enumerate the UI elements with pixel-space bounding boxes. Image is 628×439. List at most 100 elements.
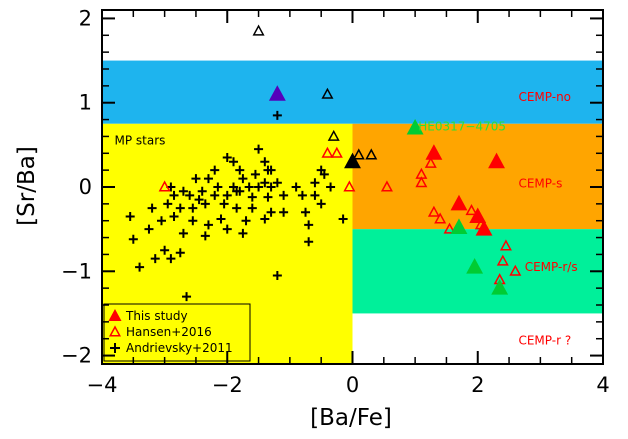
legend-label-hansen-2016: Hansen+2016	[126, 325, 212, 339]
data-point-andrievsky-2011	[232, 186, 242, 196]
data-point-open-triangle-000000	[252, 24, 265, 36]
y-tick-label: −2	[61, 344, 92, 368]
legend-marker-this-study	[108, 308, 122, 321]
data-point-andrievsky-2011	[266, 182, 276, 192]
x-tick-label: 4	[596, 373, 609, 397]
region-label-he0317-4705: HE0317−4705	[418, 119, 506, 133]
data-point-andrievsky-2011	[238, 174, 248, 184]
data-point-andrievsky-2011	[213, 182, 223, 192]
data-point-andrievsky-2011	[188, 203, 198, 213]
data-point-andrievsky-2011	[263, 165, 273, 175]
data-point-andrievsky-2011	[203, 174, 213, 184]
region-label-cemp-r: CEMP-r ?	[518, 333, 571, 347]
axis-ticks: −4 −2 0 2 4 −2 −1 0 1 2	[61, 6, 610, 397]
data-point-andrievsky-2011	[291, 182, 301, 192]
legend-label-andrievsky-2011: Andrievsky+2011	[126, 341, 233, 355]
data-point-andrievsky-2011	[266, 207, 276, 217]
region-layer	[102, 60, 603, 365]
data-point-andrievsky-2011	[175, 248, 185, 258]
data-point-andrievsky-2011	[175, 203, 185, 213]
data-point-andrievsky-2011	[150, 254, 160, 264]
x-axis-title: [Ba/Fe]	[310, 405, 392, 431]
region-mp-stars	[102, 123, 353, 365]
data-point-andrievsky-2011	[200, 199, 210, 209]
data-point-andrievsky-2011	[232, 203, 242, 213]
data-point-andrievsky-2011	[203, 220, 213, 230]
data-point-andrievsky-2011	[222, 224, 232, 234]
legend: This study Hansen+2016 Andrievsky+2011	[103, 303, 251, 362]
data-point-andrievsky-2011	[222, 153, 232, 162]
data-point-hansen-2016	[434, 212, 447, 224]
data-point-andrievsky-2011	[169, 190, 179, 200]
data-point-andrievsky-2011	[326, 182, 336, 192]
x-tick-label: 0	[346, 373, 359, 397]
data-point-andrievsky-2011	[250, 169, 260, 179]
data-point-andrievsky-2011	[163, 199, 173, 209]
data-point-hansen-2016	[443, 222, 456, 234]
data-point-andrievsky-2011	[216, 214, 226, 224]
data-point-andrievsky-2011	[169, 212, 179, 221]
data-point-andrievsky-2011	[254, 182, 264, 192]
data-point-andrievsky-2011	[310, 178, 320, 188]
data-point-filled-triangle-00cc33	[406, 118, 424, 135]
data-point-this-study	[475, 220, 493, 236]
data-point-andrievsky-2011	[235, 165, 245, 175]
data-point-andrievsky-2011	[338, 214, 348, 224]
data-point-hansen-2016	[465, 204, 478, 216]
data-point-this-study	[469, 207, 487, 223]
data-point-andrievsky-2011	[222, 190, 232, 200]
data-point-andrievsky-2011	[135, 262, 145, 272]
data-point-filled-triangle-00cc33	[450, 218, 468, 234]
data-point-andrievsky-2011	[197, 186, 207, 196]
data-point-hansen-2016	[330, 146, 343, 158]
legend-marker-andrievsky-2011	[110, 343, 120, 353]
data-point-andrievsky-2011	[272, 110, 282, 120]
data-point-hansen-2016	[380, 180, 393, 192]
data-point-hansen-2016	[509, 264, 522, 276]
data-point-andrievsky-2011	[304, 220, 314, 230]
data-layer	[125, 24, 522, 302]
region-cemp-no	[102, 60, 603, 124]
data-point-andrievsky-2011	[316, 165, 326, 175]
data-point-andrievsky-2011	[301, 207, 311, 217]
data-point-andrievsky-2011	[125, 212, 135, 221]
data-point-andrievsky-2011	[254, 144, 264, 154]
y-tick-label: 2	[79, 6, 92, 30]
data-point-hansen-2016	[499, 239, 512, 251]
legend-label-this-study: This study	[125, 309, 188, 323]
data-point-filled-triangle-5500bb	[268, 85, 286, 101]
data-point-andrievsky-2011	[247, 192, 257, 202]
data-point-andrievsky-2011	[272, 271, 282, 280]
legend-box	[103, 303, 251, 362]
data-point-this-study	[425, 144, 443, 160]
data-point-andrievsky-2011	[219, 199, 229, 209]
data-point-filled-triangle-00cc33	[491, 279, 509, 295]
y-tick-label: 1	[79, 91, 92, 115]
data-point-andrievsky-2011	[263, 192, 273, 202]
data-point-andrievsky-2011	[316, 199, 326, 209]
data-point-andrievsky-2011	[128, 234, 138, 244]
data-point-andrievsky-2011	[241, 216, 251, 226]
data-point-andrievsky-2011	[194, 195, 204, 205]
data-point-andrievsky-2011	[185, 190, 195, 200]
x-tick-label: 2	[471, 373, 484, 397]
region-label-cemp-r-s: CEMP-r/s	[525, 260, 578, 274]
data-point-open-triangle-000000	[327, 129, 340, 141]
y-tick-label: 0	[79, 175, 92, 199]
x-tick-label: −2	[212, 373, 243, 397]
y-tick-label: −1	[61, 259, 92, 283]
data-point-andrievsky-2011	[156, 216, 166, 226]
data-point-andrievsky-2011	[210, 190, 220, 200]
data-point-andrievsky-2011	[147, 203, 157, 213]
data-point-andrievsky-2011	[279, 207, 289, 217]
data-point-andrievsky-2011	[178, 186, 188, 196]
y-axis-title: [Sr/Ba]	[14, 146, 40, 226]
data-point-andrievsky-2011	[260, 214, 270, 224]
data-point-andrievsky-2011	[297, 190, 307, 200]
data-point-andrievsky-2011	[310, 190, 320, 200]
data-point-hansen-2016	[343, 180, 356, 192]
data-point-hansen-2016	[158, 180, 171, 192]
region-label-layer: CEMP-no MP stars CEMP-s CEMP-r/s CEMP-r ? HE0…	[115, 90, 578, 348]
data-point-andrievsky-2011	[260, 178, 270, 188]
